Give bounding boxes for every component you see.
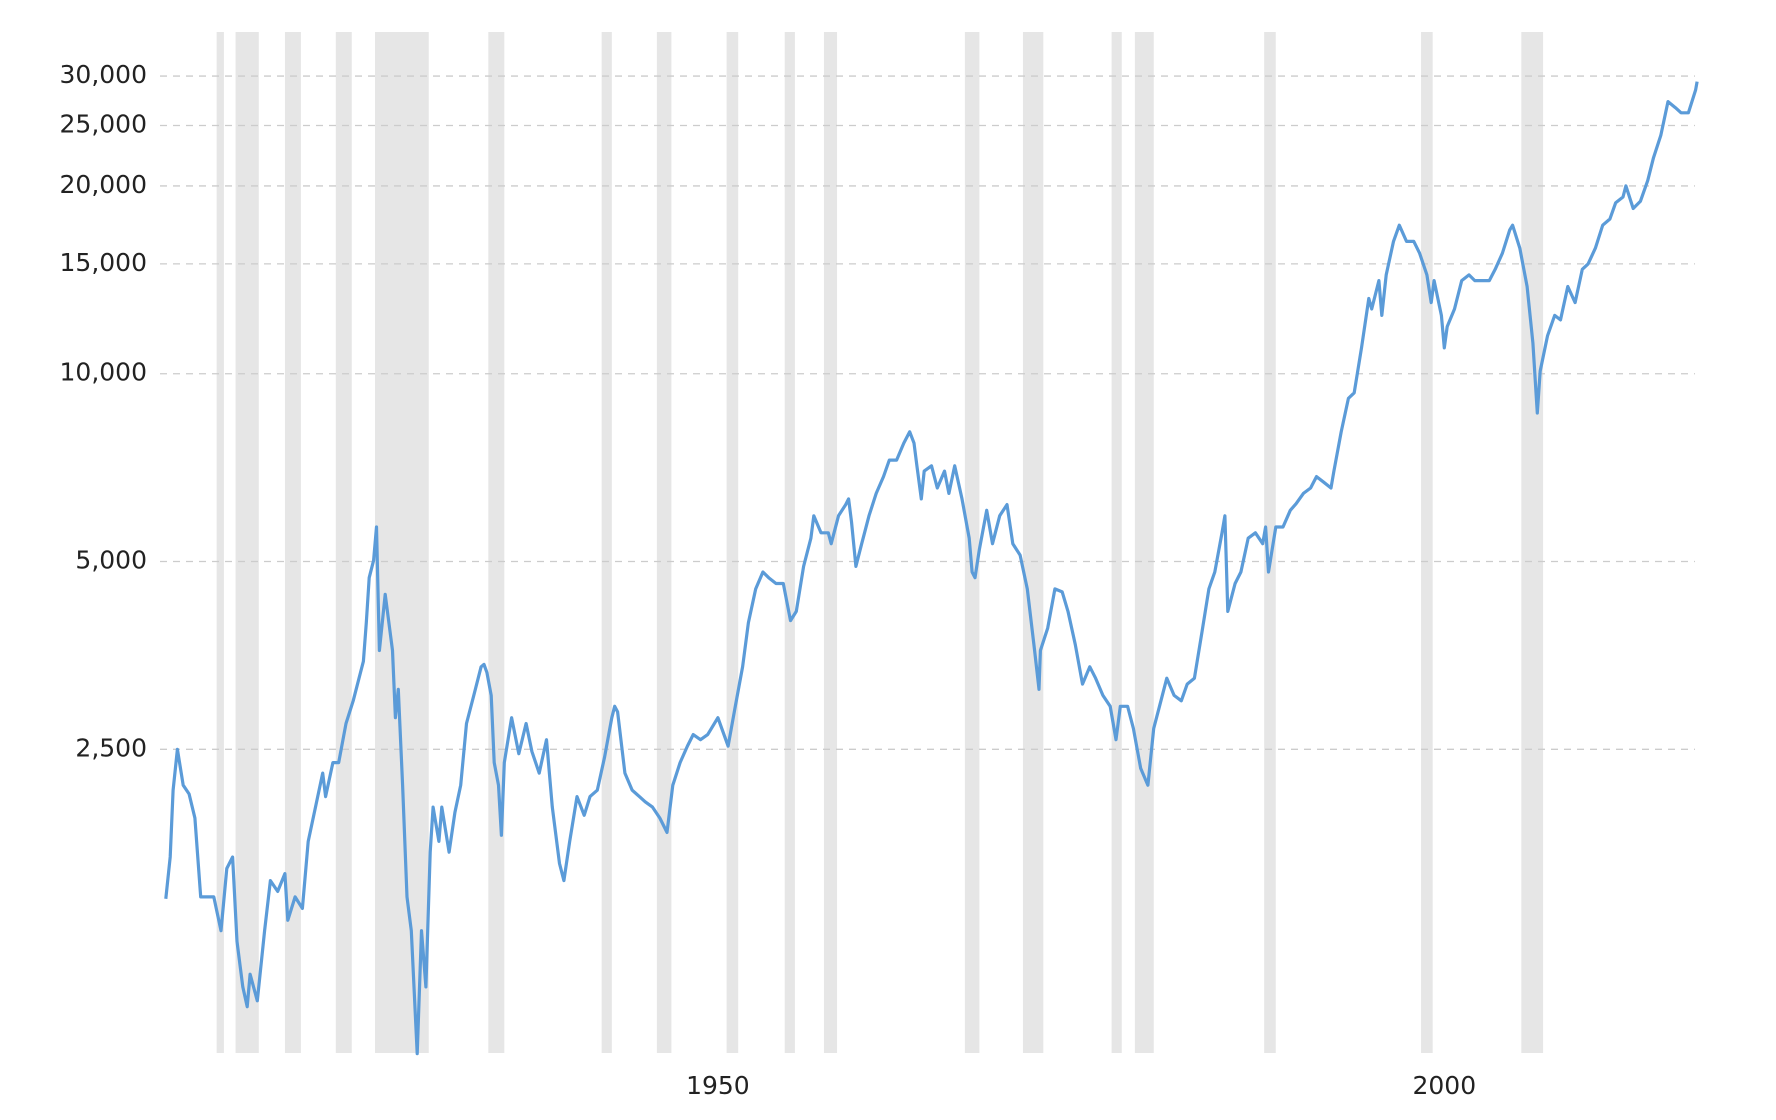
x-tick-label: 1950 (686, 1071, 750, 1100)
recession-band (656, 32, 672, 1053)
recession-band (335, 32, 352, 1053)
y-tick-label: 10,000 (60, 358, 147, 387)
recession-band (784, 32, 795, 1053)
data-line (164, 81, 1699, 1056)
recession-band (1111, 32, 1122, 1053)
x-tick-label: 2000 (1412, 1071, 1476, 1100)
recession-band (235, 32, 259, 1053)
y-tick-label: 25,000 (60, 109, 147, 138)
y-tick-label: 15,000 (60, 248, 147, 277)
recession-band (601, 32, 612, 1053)
recession-band (1022, 32, 1044, 1053)
recession-band (964, 32, 980, 1053)
recession-band (216, 32, 224, 1053)
recession-band (1264, 32, 1276, 1053)
recession-band (726, 32, 739, 1053)
recession-band (375, 32, 429, 1053)
recession-band (488, 32, 505, 1053)
recession-band (1421, 32, 1433, 1053)
y-tick-label: 2,500 (75, 733, 147, 762)
recession-band (284, 32, 301, 1053)
y-tick-label: 5,000 (75, 546, 147, 575)
recession-band (1521, 32, 1544, 1053)
y-tick-label: 30,000 (60, 60, 147, 89)
y-tick-label: 20,000 (60, 170, 147, 199)
recession-band (1134, 32, 1154, 1053)
